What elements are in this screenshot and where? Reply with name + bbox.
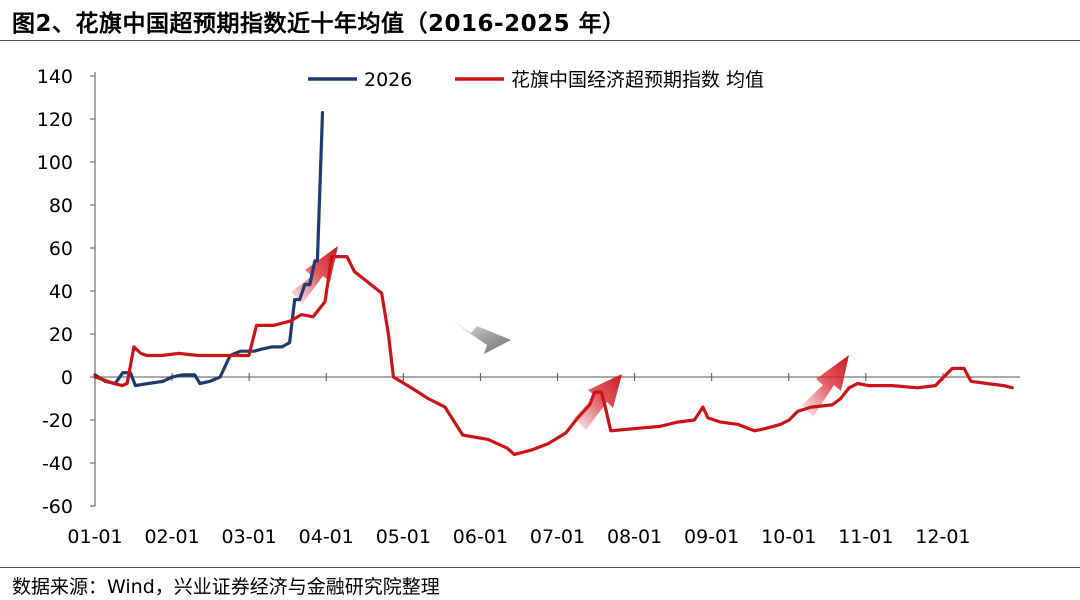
y-tick-label: 0 [61,367,73,389]
up-arrow-1 [291,246,338,304]
y-tick-label: 120 [37,109,73,131]
y-tick-label: -20 [42,410,73,432]
y-tick-label: 20 [49,324,73,346]
up-arrow-2 [574,374,622,430]
y-tick-label: -40 [42,453,73,475]
x-tick-label: 06-01 [453,526,508,548]
up-arrow-3 [802,355,849,417]
y-tick-label: 140 [37,66,73,88]
x-tick-label: 08-01 [607,526,662,548]
x-tick-label: 01-01 [67,526,122,548]
chart-title: 图2、花旗中国超预期指数近十年均值（2016-2025 年） [12,11,626,37]
x-tick-label: 12-01 [915,526,970,548]
series-line-2026 [93,111,325,388]
y-tick-label: 100 [37,152,73,174]
x-tick-label: 11-01 [838,526,893,548]
down-arrow [449,318,511,354]
legend-label-average: 花旗中国经济超预期指数 均值 [511,69,764,91]
y-tick-label: 80 [49,195,73,217]
x-tick-label: 10-01 [761,526,816,548]
x-tick-label: 09-01 [684,526,739,548]
x-tick-label: 04-01 [299,526,354,548]
y-tick-label: 60 [49,238,73,260]
legend-label-2026: 2026 [364,69,412,91]
line-chart: 140 120 100 80 60 40 20 0 -20 -40 -60 01-01 02-01 03… [37,66,1020,548]
y-tick-label: -60 [42,496,73,518]
source-note: 数据来源：Wind，兴业证券经济与金融研究院整理 [12,576,440,598]
y-tick-label: 40 [49,281,73,303]
footer-divider [0,567,1080,568]
x-tick-label: 07-01 [530,526,585,548]
x-tick-label: 03-01 [222,526,277,548]
title-divider [0,40,1080,41]
x-tick-label: 02-01 [144,526,199,548]
x-tick-label: 05-01 [376,526,431,548]
series-line-average [93,255,1014,456]
